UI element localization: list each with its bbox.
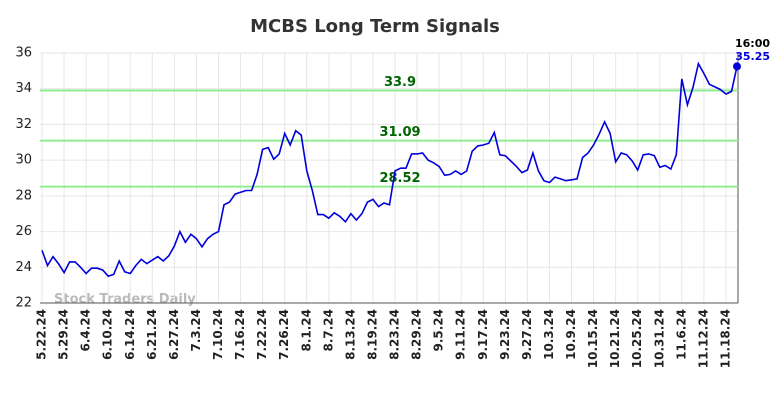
x-tick-label: 10.9.24 [564, 309, 578, 360]
y-tick-label: 32 [15, 117, 32, 132]
x-tick-label: 9.11.24 [454, 309, 468, 360]
x-tick-label: 8.13.24 [343, 309, 357, 360]
x-tick-label: 10.21.24 [608, 309, 622, 368]
x-tick-label: 8.19.24 [365, 309, 379, 360]
last-time-label: 16:00 [735, 37, 770, 50]
y-tick-label: 24 [15, 260, 32, 275]
y-tick-label: 30 [15, 153, 32, 168]
x-tick-label: 11.12.24 [696, 309, 710, 368]
chart-title: MCBS Long Term Signals [250, 16, 500, 37]
x-tick-label: 11.18.24 [718, 309, 732, 368]
x-tick-label: 5.22.24 [35, 309, 49, 360]
x-tick-label: 7.26.24 [277, 309, 291, 360]
x-tick-label: 7.3.24 [189, 309, 203, 352]
x-tick-label: 8.23.24 [388, 309, 402, 360]
x-tick-label: 8.1.24 [299, 309, 313, 352]
last-point [733, 62, 741, 71]
y-tick-label: 36 [15, 46, 32, 61]
x-tick-label: 5.29.24 [57, 309, 71, 360]
signal-label: 33.9 [384, 75, 416, 90]
x-tick-label: 10.25.24 [630, 309, 644, 368]
x-tick-label: 8.7.24 [321, 309, 335, 352]
x-tick-label: 9.5.24 [432, 309, 446, 352]
x-tick-label: 11.6.24 [674, 309, 688, 360]
signal-label: 28.52 [379, 171, 420, 186]
x-tick-label: 6.21.24 [145, 309, 159, 360]
x-tick-label: 10.3.24 [542, 309, 556, 360]
x-tick-label: 6.14.24 [123, 309, 137, 360]
price-line [41, 61, 738, 278]
signal-label: 31.09 [379, 125, 420, 140]
last-value-label: 35.25 [735, 50, 770, 63]
x-tick-label: 6.10.24 [101, 309, 115, 360]
x-tick-label: 10.31.24 [652, 309, 666, 368]
x-tick-label: 9.17.24 [476, 309, 490, 360]
x-tick-label: 8.29.24 [410, 309, 424, 360]
y-tick-label: 28 [15, 188, 32, 203]
x-tick-label: 6.27.24 [167, 309, 181, 360]
x-tick-label: 9.23.24 [498, 309, 512, 360]
y-tick-label: 22 [15, 296, 32, 311]
y-tick-label: 34 [15, 81, 32, 96]
x-tick-label: 9.27.24 [520, 309, 534, 360]
x-tick-label: 7.22.24 [255, 309, 269, 360]
watermark: Stock Traders Daily [54, 292, 196, 307]
y-tick-label: 26 [15, 224, 32, 239]
x-tick-label: 7.10.24 [211, 309, 225, 360]
x-tick-label: 7.16.24 [233, 309, 247, 360]
x-tick-label: 10.15.24 [586, 309, 600, 368]
x-tick-label: 6.4.24 [79, 309, 93, 352]
